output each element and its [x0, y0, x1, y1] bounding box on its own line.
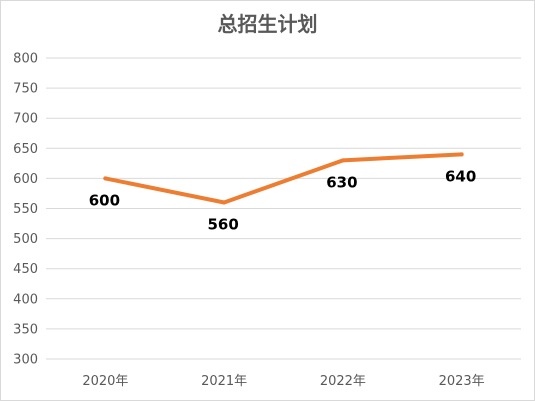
data-point: [103, 176, 108, 181]
data-label: 560: [207, 215, 238, 233]
y-tick-label: 450: [13, 262, 38, 277]
series-line: [103, 152, 464, 205]
y-tick-label: 300: [13, 353, 38, 368]
gridlines: [46, 57, 521, 360]
data-label: 630: [326, 173, 357, 191]
data-point: [459, 152, 464, 157]
x-axis-ticks: 2020年 2021年 2022年 2023年: [82, 374, 484, 389]
data-point: [222, 200, 227, 205]
x-tick-label: 2023年: [439, 374, 485, 389]
chart-title: 总招生计划: [217, 12, 318, 36]
y-axis-ticks: 300 350 400 450 500 550 600 650 700 750 800: [13, 52, 38, 368]
y-tick-label: 800: [13, 52, 38, 67]
data-point: [340, 158, 345, 163]
x-tick-label: 2022年: [320, 374, 366, 389]
y-tick-label: 500: [13, 232, 38, 247]
y-tick-label: 350: [13, 322, 38, 337]
y-tick-label: 750: [13, 82, 38, 97]
y-tick-label: 700: [13, 112, 38, 127]
data-labels: 600 560 630 640: [89, 167, 477, 233]
y-tick-label: 400: [13, 292, 38, 307]
y-tick-label: 550: [13, 202, 38, 217]
data-label: 640: [445, 167, 476, 185]
series-group: [103, 152, 464, 205]
y-tick-label: 650: [13, 142, 38, 157]
x-tick-label: 2020年: [82, 374, 128, 389]
x-tick-label: 2021年: [201, 374, 247, 389]
data-label: 600: [89, 191, 120, 209]
y-tick-label: 600: [13, 172, 38, 187]
